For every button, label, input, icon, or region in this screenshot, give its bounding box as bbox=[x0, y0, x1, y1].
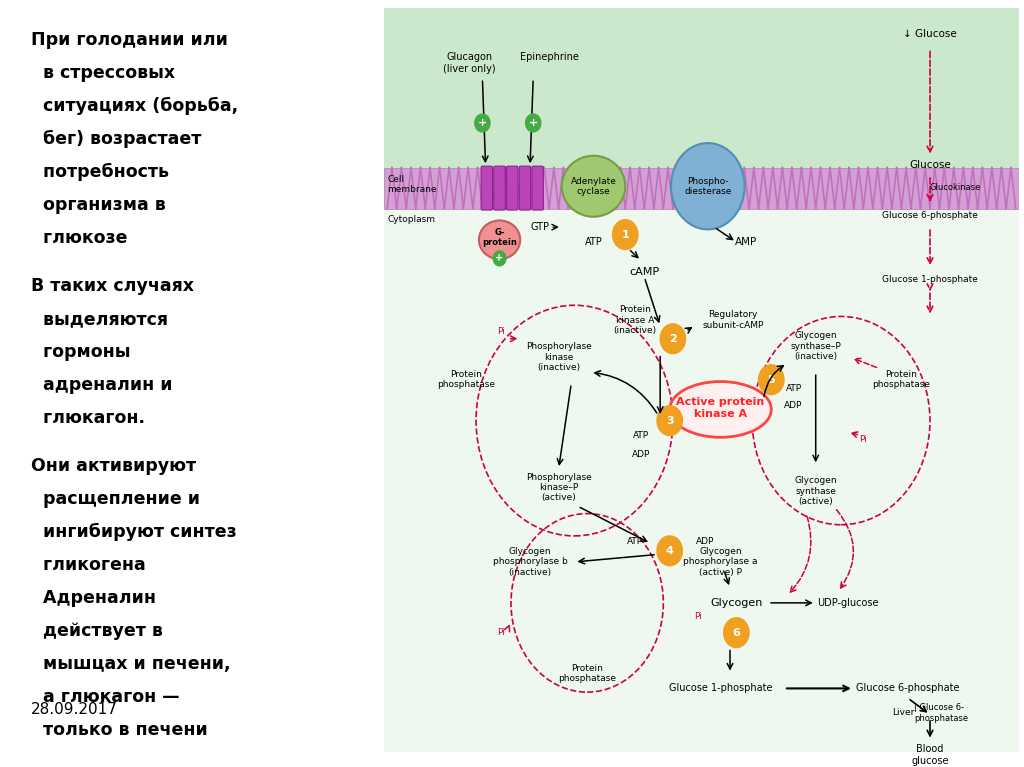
Text: В таких случаях: В таких случаях bbox=[31, 277, 194, 295]
Text: Epinephrine: Epinephrine bbox=[519, 52, 579, 62]
Text: глюкагон.: глюкагон. bbox=[31, 409, 144, 426]
Text: Pi: Pi bbox=[498, 628, 505, 637]
Text: мышцах и печени,: мышцах и печени, bbox=[31, 655, 230, 673]
Text: UDP-glucose: UDP-glucose bbox=[817, 597, 879, 608]
Circle shape bbox=[660, 324, 686, 354]
Text: Phosphorylase
kinase–P
(active): Phosphorylase kinase–P (active) bbox=[525, 472, 592, 502]
Text: Protein
kinase A
(inactive): Protein kinase A (inactive) bbox=[613, 305, 656, 335]
Text: выделяются: выделяются bbox=[31, 310, 168, 328]
Text: Protein
phosphatase: Protein phosphatase bbox=[558, 664, 616, 683]
Circle shape bbox=[494, 251, 506, 266]
Text: При голодании или: При голодании или bbox=[31, 31, 227, 48]
Text: 3: 3 bbox=[666, 416, 674, 426]
Text: 5: 5 bbox=[767, 374, 775, 385]
Circle shape bbox=[657, 406, 682, 436]
Text: Liver: Liver bbox=[892, 709, 914, 717]
Text: +: + bbox=[528, 118, 538, 128]
Text: только в печени: только в печени bbox=[31, 721, 208, 739]
Text: ситуациях (борьба,: ситуациях (борьба, bbox=[31, 97, 238, 115]
Text: Glucose 1-phosphate: Glucose 1-phosphate bbox=[882, 275, 978, 284]
Text: ATP: ATP bbox=[585, 237, 602, 247]
Text: cAMP: cAMP bbox=[629, 267, 659, 277]
Text: действует в: действует в bbox=[31, 622, 163, 640]
FancyBboxPatch shape bbox=[531, 166, 544, 210]
Text: ↓ Glucose: ↓ Glucose bbox=[903, 28, 956, 38]
Text: 2: 2 bbox=[669, 334, 677, 344]
Text: ADP: ADP bbox=[632, 449, 650, 459]
Text: организма в: организма в bbox=[31, 196, 166, 213]
Text: Protein
phosphatase: Protein phosphatase bbox=[872, 370, 931, 390]
Text: G-
protein: G- protein bbox=[482, 228, 517, 247]
Text: Active protein
kinase A: Active protein kinase A bbox=[677, 397, 765, 419]
Circle shape bbox=[657, 536, 682, 566]
Text: потребность: потребность bbox=[31, 163, 169, 181]
Text: AMP: AMP bbox=[735, 237, 757, 247]
FancyBboxPatch shape bbox=[481, 166, 493, 210]
FancyBboxPatch shape bbox=[384, 193, 1019, 752]
Text: Glucokinase: Glucokinase bbox=[930, 183, 981, 193]
Text: Glucose 6-phosphate: Glucose 6-phosphate bbox=[882, 212, 978, 220]
Text: Адреналин: Адреналин bbox=[31, 589, 156, 607]
Text: GTP: GTP bbox=[530, 222, 549, 232]
FancyBboxPatch shape bbox=[494, 166, 505, 210]
Circle shape bbox=[759, 365, 784, 394]
Text: 1: 1 bbox=[622, 229, 629, 239]
Text: Glycogen
synthase–P
(inactive): Glycogen synthase–P (inactive) bbox=[791, 331, 841, 361]
Circle shape bbox=[475, 114, 490, 132]
Text: Они активируют: Они активируют bbox=[31, 457, 196, 475]
Circle shape bbox=[671, 143, 744, 229]
Circle shape bbox=[724, 617, 749, 647]
Text: Glycogen
synthase
(active): Glycogen synthase (active) bbox=[795, 476, 837, 506]
Text: Glucose 1-phosphate: Glucose 1-phosphate bbox=[669, 683, 772, 693]
Text: Glucagon
(liver only): Glucagon (liver only) bbox=[443, 52, 496, 74]
Text: ингибируют синтез: ингибируют синтез bbox=[31, 523, 237, 542]
Text: Protein
phosphatase: Protein phosphatase bbox=[437, 370, 496, 390]
FancyBboxPatch shape bbox=[507, 166, 518, 210]
Text: Glycogen: Glycogen bbox=[711, 597, 763, 608]
Text: Glycogen
phosphorylase b
(inactive): Glycogen phosphorylase b (inactive) bbox=[493, 547, 567, 577]
Text: ATP: ATP bbox=[627, 538, 643, 546]
Ellipse shape bbox=[479, 220, 520, 259]
Text: Glycogen
phosphorylase a
(active) P: Glycogen phosphorylase a (active) P bbox=[683, 547, 758, 577]
Text: бег) возрастает: бег) возрастает bbox=[31, 130, 201, 148]
Text: Adenylate
cyclase: Adenylate cyclase bbox=[570, 176, 616, 196]
Text: глюкозе: глюкозе bbox=[31, 229, 127, 246]
Text: Regulatory
subunit-cAMP: Regulatory subunit-cAMP bbox=[702, 311, 764, 330]
Text: ATP: ATP bbox=[633, 431, 649, 440]
Text: Pi: Pi bbox=[859, 435, 867, 443]
FancyBboxPatch shape bbox=[384, 168, 1019, 209]
Text: Phospho-
diesterase: Phospho- diesterase bbox=[684, 176, 731, 196]
Ellipse shape bbox=[562, 156, 626, 217]
Text: +: + bbox=[478, 118, 487, 128]
Text: ADP: ADP bbox=[784, 401, 803, 410]
Text: расщепление и: расщепление и bbox=[31, 490, 200, 508]
Text: Pi: Pi bbox=[694, 612, 702, 621]
Text: Glucose: Glucose bbox=[909, 160, 951, 170]
Text: ATP: ATP bbox=[785, 384, 802, 393]
Circle shape bbox=[525, 114, 541, 132]
Ellipse shape bbox=[670, 381, 771, 437]
Text: в стрессовых: в стрессовых bbox=[31, 64, 175, 81]
Text: 28.09.2017: 28.09.2017 bbox=[31, 702, 118, 717]
Text: Cell
membrane: Cell membrane bbox=[387, 175, 436, 195]
Text: Glucose 6-phosphate: Glucose 6-phosphate bbox=[856, 683, 959, 693]
Text: +: + bbox=[496, 253, 504, 263]
Text: 4: 4 bbox=[666, 546, 674, 556]
Text: гормоны: гормоны bbox=[31, 343, 130, 360]
Text: 6: 6 bbox=[732, 627, 740, 637]
FancyBboxPatch shape bbox=[519, 166, 530, 210]
Text: а глюкагон —: а глюкагон — bbox=[31, 688, 179, 706]
Text: Blood
glucose: Blood glucose bbox=[911, 744, 949, 765]
Text: Pi: Pi bbox=[498, 327, 505, 336]
Text: Phosphorylase
kinase
(inactive): Phosphorylase kinase (inactive) bbox=[525, 342, 592, 372]
Circle shape bbox=[612, 219, 638, 249]
FancyBboxPatch shape bbox=[384, 8, 1019, 193]
Text: | Glucose 6-
phosphatase: | Glucose 6- phosphatase bbox=[914, 703, 969, 723]
Text: адреналин и: адреналин и bbox=[31, 376, 172, 393]
Text: ADP: ADP bbox=[695, 538, 714, 546]
Text: гликогена: гликогена bbox=[31, 556, 145, 574]
Text: Cytoplasm: Cytoplasm bbox=[387, 216, 435, 224]
